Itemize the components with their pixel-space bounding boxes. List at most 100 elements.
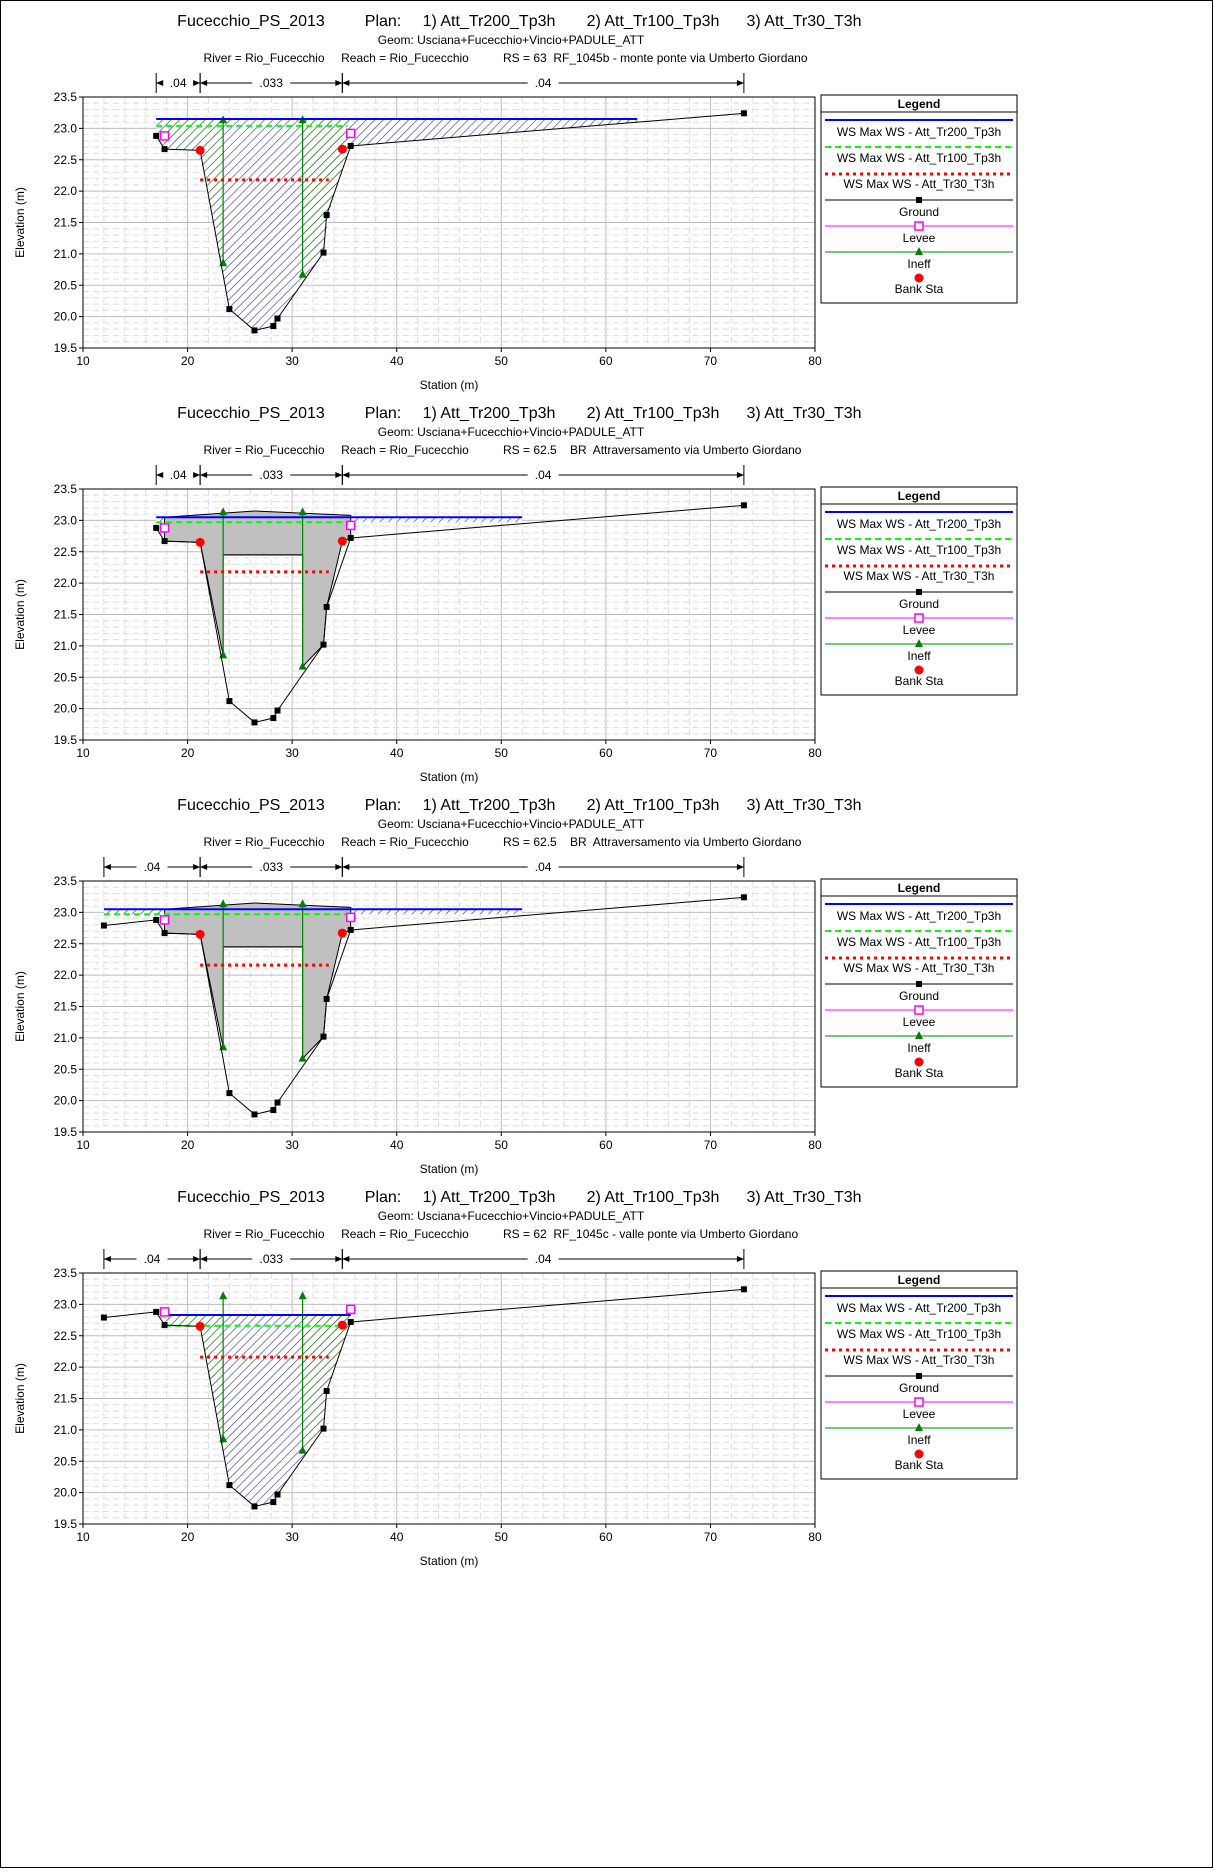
manning-label: .033 <box>260 76 284 90</box>
x-tick-label: 70 <box>704 746 718 760</box>
y-tick-label: 20.5 <box>54 278 78 292</box>
manning-arrow <box>736 1256 744 1262</box>
ground-point <box>153 916 160 923</box>
y-tick-label: 22.0 <box>54 968 78 982</box>
ineff-marker <box>219 1291 228 1300</box>
bank-sta-marker <box>337 1320 347 1330</box>
y-tick-label: 22.5 <box>54 545 78 559</box>
chart-geom: Geom: Usciana+Fucecchio+Vincio+PADULE_AT… <box>378 425 645 439</box>
bank-sta-marker <box>337 536 347 546</box>
ground-point <box>347 1318 354 1325</box>
y-tick-label: 21.0 <box>54 247 78 261</box>
legend-label: Levee <box>903 1407 936 1421</box>
y-tick-label: 23.5 <box>54 1266 78 1280</box>
legend-ground-point <box>916 981 922 987</box>
legend: Legend WS Max WS - Att_Tr200_Tp3h WS Max W… <box>820 94 1018 304</box>
chart-river: River = Rio_Fucecchio <box>203 443 324 457</box>
bank-sta-marker <box>195 537 205 547</box>
manning-label: .04 <box>535 468 552 482</box>
levee-marker <box>345 520 356 531</box>
legend-label: Ineff <box>907 649 931 663</box>
legend-label: WS Max WS - Att_Tr100_Tp3h <box>837 543 1001 557</box>
chart-panel-2: Fucecchio_PS_2013 Plan: 1) Att_Tr200_Tp3h 2… <box>13 405 1018 784</box>
levee-marker <box>345 912 356 923</box>
manning-arrow <box>342 1256 350 1262</box>
ineff-marker <box>298 1445 307 1454</box>
legend-title: Legend <box>898 97 941 111</box>
ground-point <box>320 249 327 256</box>
ground-point <box>270 1499 277 1506</box>
x-tick-label: 10 <box>76 1530 90 1544</box>
y-tick-label: 19.5 <box>54 341 78 355</box>
legend-label: Ground <box>899 205 939 219</box>
legend-label: Ineff <box>907 257 931 271</box>
legend-title: Legend <box>898 489 941 503</box>
manning-arrow <box>335 1256 343 1262</box>
manning-arrow <box>342 864 350 870</box>
legend-ineff-marker <box>915 1031 923 1039</box>
chart-title-plan-label: Plan: <box>365 797 401 814</box>
y-tick-label: 20.0 <box>54 310 78 324</box>
chart-geom: Geom: Usciana+Fucecchio+Vincio+PADULE_AT… <box>378 817 645 831</box>
y-tick-label: 22.0 <box>54 184 78 198</box>
legend-label: Ineff <box>907 1433 931 1447</box>
y-tick-label: 20.0 <box>54 1094 78 1108</box>
manning-arrow <box>736 472 744 478</box>
legend-label: Levee <box>903 623 936 637</box>
y-tick-label: 22.5 <box>54 937 78 951</box>
legend-ground-point <box>916 197 922 203</box>
ground-point <box>347 142 354 149</box>
manning-label: .04 <box>535 76 552 90</box>
y-axis-label: Elevation (m) <box>13 971 27 1042</box>
chart-rs: RS = 62.5 BR Attraversamento via Umberto… <box>503 443 802 457</box>
manning-arrow <box>156 80 164 86</box>
manning-label: .04 <box>535 860 552 874</box>
y-tick-label: 21.5 <box>54 1392 78 1406</box>
ground-point <box>323 603 330 610</box>
x-tick-label: 80 <box>808 1530 822 1544</box>
ground-point <box>161 930 168 937</box>
ground-point <box>274 707 281 714</box>
legend-label: WS Max WS - Att_Tr200_Tp3h <box>837 1301 1001 1315</box>
legend-label: Ineff <box>907 1041 931 1055</box>
legend-label: Bank Sta <box>895 1458 944 1472</box>
legend-title: Legend <box>898 881 941 895</box>
chart-river: River = Rio_Fucecchio <box>203 51 324 65</box>
chart-panel-4: Fucecchio_PS_2013 Plan: 1) Att_Tr200_Tp3h 2… <box>13 1189 1018 1568</box>
legend-bank-sta-marker <box>914 1057 924 1067</box>
x-axis-label: Station (m) <box>420 378 479 392</box>
x-tick-label: 50 <box>495 1138 509 1152</box>
y-tick-label: 23.5 <box>54 874 78 888</box>
chart-reach: Reach = Rio_Fucecchio <box>341 51 469 65</box>
y-tick-label: 23.0 <box>54 1297 78 1311</box>
chart-title-plan-label: Plan: <box>365 1189 401 1206</box>
x-tick-label: 30 <box>285 354 299 368</box>
x-tick-label: 60 <box>599 746 613 760</box>
ground-point <box>226 1090 233 1097</box>
legend-label: WS Max WS - Att_Tr30_T3h <box>844 177 995 191</box>
manning-arrow <box>342 472 350 478</box>
chart-title-project: Fucecchio_PS_2013 <box>177 797 325 814</box>
legend: Legend WS Max WS - Att_Tr200_Tp3h WS Max W… <box>820 486 1018 696</box>
legend: Legend WS Max WS - Att_Tr200_Tp3h WS Max W… <box>820 878 1018 1088</box>
legend-ineff-marker <box>915 1423 923 1431</box>
chart-rs: RS = 63 RF_1045b - monte ponte via Umber… <box>503 51 808 65</box>
manning-arrow <box>193 80 201 86</box>
ground-point <box>161 146 168 153</box>
x-tick-label: 60 <box>599 354 613 368</box>
ground-point <box>100 1314 107 1321</box>
legend-bank-sta-marker <box>914 1449 924 1459</box>
ground-point <box>161 1322 168 1329</box>
levee-marker <box>159 1307 170 1317</box>
x-tick-label: 80 <box>808 354 822 368</box>
x-tick-label: 20 <box>181 746 195 760</box>
legend-label: WS Max WS - Att_Tr30_T3h <box>844 961 995 975</box>
legend-label: Bank Sta <box>895 282 944 296</box>
x-tick-label: 10 <box>76 354 90 368</box>
x-tick-label: 70 <box>704 354 718 368</box>
chart-river: River = Rio_Fucecchio <box>203 835 324 849</box>
ground-point <box>320 641 327 648</box>
y-tick-label: 20.0 <box>54 702 78 716</box>
legend-ineff-marker <box>915 639 923 647</box>
